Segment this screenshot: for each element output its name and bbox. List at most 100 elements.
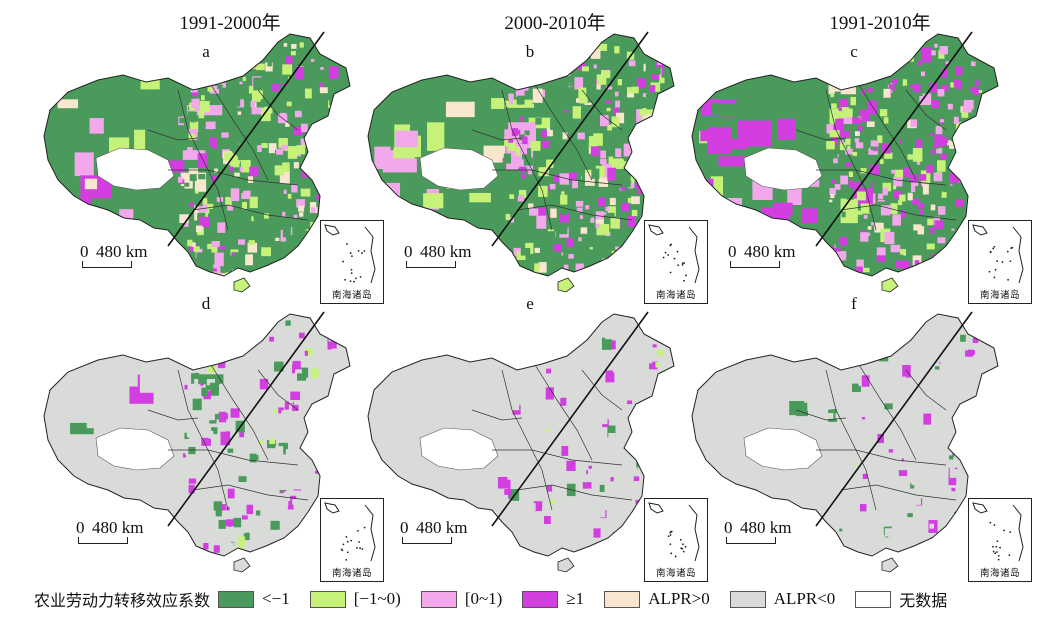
map-region (159, 372, 195, 382)
map-region (843, 346, 854, 354)
map-region (622, 83, 628, 88)
map-region (575, 263, 584, 271)
map-region (575, 464, 582, 474)
inset-island (346, 540, 349, 543)
map-region (832, 424, 839, 433)
map-region (559, 173, 569, 185)
map-region (575, 200, 584, 207)
map-region (213, 501, 223, 511)
map-region (907, 419, 913, 426)
hainan-island (881, 277, 899, 293)
map-region (139, 366, 168, 393)
map-region (264, 277, 270, 285)
map-region (921, 520, 930, 530)
map-region (970, 87, 978, 93)
map-region (572, 504, 582, 514)
south-china-sea-inset: 南海诸岛 (320, 498, 384, 582)
map-region (241, 190, 251, 200)
map-region (941, 68, 948, 78)
map-region (189, 243, 197, 252)
map-region (269, 336, 275, 342)
map-region (591, 168, 600, 179)
map-region (840, 421, 844, 427)
map-region (976, 136, 983, 145)
map-region (184, 182, 190, 187)
map-region (537, 207, 547, 219)
map-region (627, 87, 632, 94)
map-region (234, 361, 241, 370)
map-region (599, 261, 609, 269)
panel-letter-b: b (525, 42, 535, 61)
map-region (187, 147, 193, 152)
map-region (659, 377, 668, 388)
map-region (760, 386, 777, 404)
map-region (325, 376, 329, 380)
inset-label: 南海诸岛 (979, 290, 1020, 301)
map-region (512, 324, 519, 334)
map-region (970, 195, 978, 205)
map-region (979, 212, 988, 220)
map-region (962, 404, 967, 407)
map-region (847, 347, 855, 356)
scale-bar-line (78, 537, 128, 544)
map-region (856, 462, 889, 477)
map-region (838, 107, 842, 112)
map-region (280, 236, 287, 242)
map-region (870, 144, 876, 150)
legend-label: 无数据 (899, 591, 948, 610)
map-region (303, 278, 308, 283)
map-region (189, 336, 194, 341)
map-region (299, 42, 304, 48)
map-region (180, 179, 186, 185)
map-region (847, 368, 854, 378)
hu-line (491, 311, 649, 527)
map-region (950, 519, 956, 527)
map-region (875, 500, 881, 507)
map-region (95, 78, 128, 88)
map-region (527, 170, 532, 175)
map-region (967, 48, 971, 52)
map-region (513, 273, 524, 276)
map-region (913, 497, 921, 505)
map-region (505, 61, 512, 69)
map-region (867, 528, 877, 541)
map-region (985, 331, 990, 337)
map-region (330, 331, 338, 342)
map-region (874, 415, 881, 425)
map-region (245, 254, 253, 266)
map-region (978, 343, 985, 350)
map-region (247, 323, 251, 329)
map-region (852, 478, 856, 482)
map-region (188, 140, 195, 147)
map-region (287, 501, 294, 510)
map-region (886, 80, 891, 85)
map-region (922, 149, 926, 154)
map-region (256, 364, 262, 369)
map-region (938, 50, 945, 59)
map-region (310, 260, 315, 265)
map-region (258, 395, 262, 401)
map-region (631, 86, 639, 94)
map-region (601, 337, 612, 350)
map-region (879, 535, 885, 543)
map-region (861, 375, 870, 387)
map-region (268, 500, 276, 506)
map-region (845, 357, 850, 363)
map-region (224, 152, 234, 161)
map-region (891, 59, 901, 67)
map-region (972, 399, 979, 405)
map-region (521, 359, 531, 372)
map-region (249, 196, 258, 209)
map-region (627, 164, 632, 170)
map-region (588, 136, 598, 148)
map-region (652, 169, 663, 179)
map-region (847, 556, 855, 562)
map-region (261, 107, 271, 122)
map-region (208, 430, 214, 438)
province-border (492, 169, 623, 186)
province-border (516, 484, 633, 501)
map-region (538, 468, 543, 473)
map-region (230, 60, 236, 66)
map-region (913, 390, 922, 401)
map-region (934, 43, 938, 48)
